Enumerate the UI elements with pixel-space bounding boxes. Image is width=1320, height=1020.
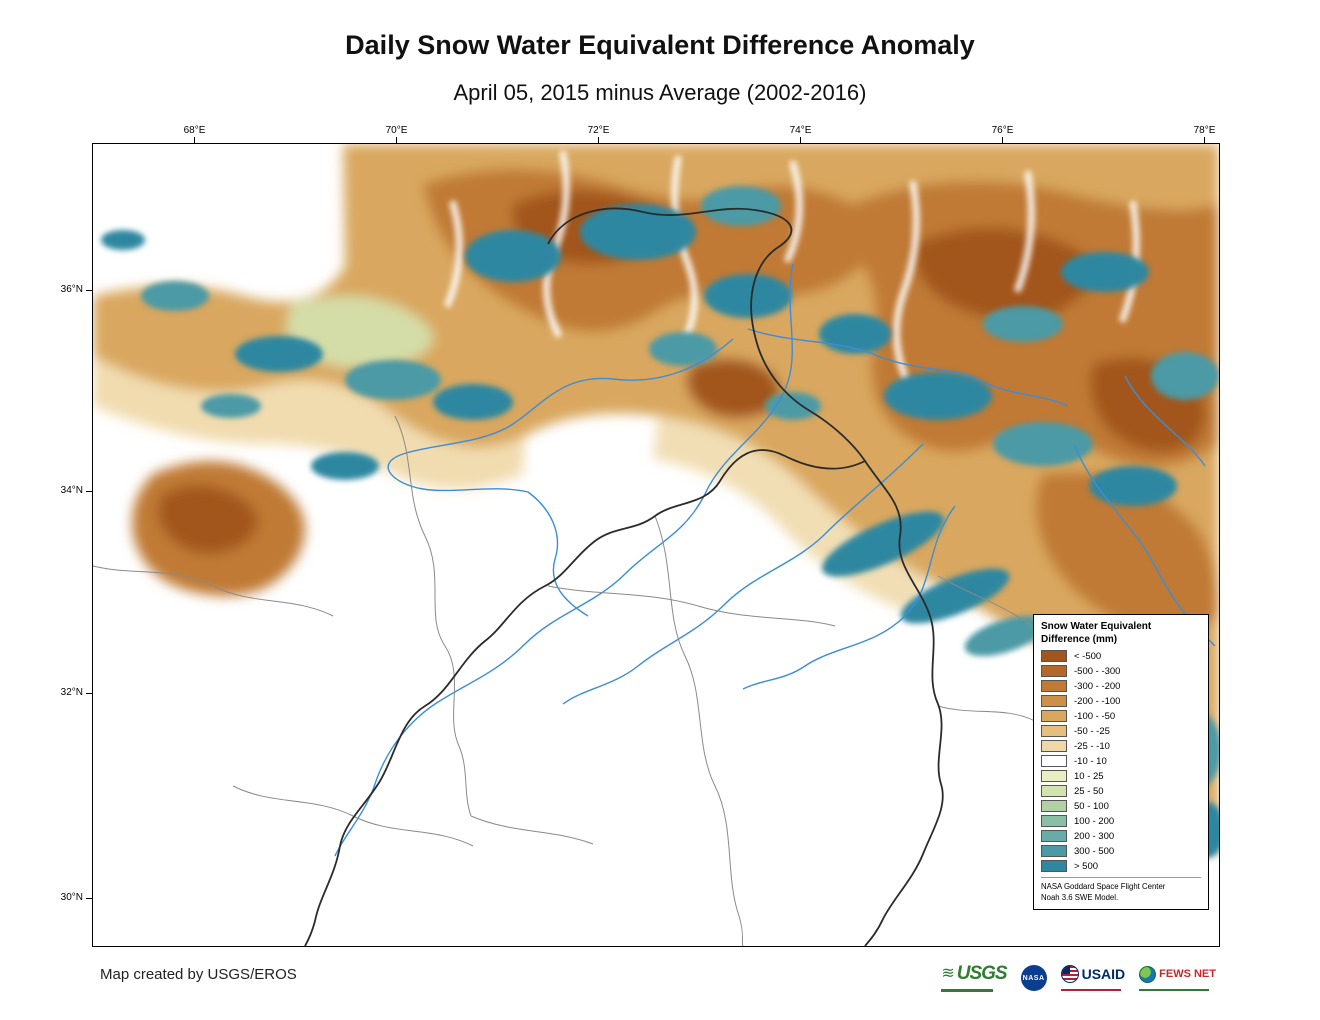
x-tick-label: 74°E [789,125,812,136]
legend-entry-label: 200 - 300 [1074,830,1115,842]
legend-swatch [1041,800,1067,812]
x-tick: 78°E [1194,125,1215,144]
map-frame: Snow Water Equivalent Difference (mm) < … [61,125,1220,947]
legend-entry: 100 - 200 [1041,815,1201,827]
y-tick: 34°N [61,485,93,496]
y-tick: 32°N [61,687,93,698]
usgs-tagline-bar [941,989,994,992]
legend-swatch [1041,815,1067,827]
usgs-logo-text: USGS [956,963,1008,984]
legend-entry-label: -25 - -10 [1074,740,1110,752]
nasa-meatball-icon: NASA [1020,965,1047,991]
x-tick: 68°E [184,125,205,144]
usaid-logo: USAID [1060,965,1126,991]
legend-entry: > 500 [1041,860,1201,872]
fewsnet-tagline-bar [1139,988,1210,991]
legend-swatch [1041,740,1067,752]
usaid-logo-text: USAID [1081,966,1126,982]
legend-entry: -50 - -25 [1041,725,1201,737]
legend-title-line1: Snow Water Equivalent [1041,621,1152,632]
legend-entry: 25 - 50 [1041,785,1201,797]
legend-entry: 10 - 25 [1041,770,1201,782]
x-tick: 76°E [992,125,1013,144]
legend-entry-label: 100 - 200 [1074,815,1115,827]
x-tick: 74°E [790,125,811,144]
fewsnet-globe-icon [1139,965,1157,983]
fewsnet-logo: FEWS NET [1139,965,1216,991]
legend-entry: 50 - 100 [1041,800,1201,812]
y-tick-label: 32°N [60,686,83,698]
legend-entry-label: > 500 [1074,860,1099,872]
legend-swatch [1041,710,1067,722]
legend-entry-label: -50 - -25 [1074,725,1110,737]
legend-entry: -10 - 10 [1041,755,1201,767]
x-tick-label: 72°E [587,125,610,136]
nasa-logo: NASA [1020,965,1047,991]
legend-swatch [1041,770,1067,782]
legend-swatch [1041,845,1067,857]
y-tick: 36°N [61,284,93,295]
fewsnet-logo-text: FEWS NET [1159,967,1216,980]
country-borders-layer [304,207,944,946]
legend-swatch [1041,665,1067,677]
legend-swatch [1041,695,1067,707]
x-tick: 72°E [588,125,609,144]
legend-entry-label: 25 - 50 [1074,785,1104,797]
legend-entry: -300 - -200 [1041,680,1201,692]
legend: Snow Water Equivalent Difference (mm) < … [1033,614,1209,911]
legend-entry-label: 300 - 500 [1074,845,1115,857]
legend-swatch [1041,650,1067,662]
legend-entry: 300 - 500 [1041,845,1201,857]
usgs-wave-icon: ≋ [941,964,955,982]
legend-title: Snow Water Equivalent Difference (mm) [1041,621,1201,646]
y-tick-label: 30°N [60,891,83,903]
legend-entry: -25 - -10 [1041,740,1201,752]
page-title: Daily Snow Water Equivalent Difference A… [345,30,975,60]
y-tick-label: 36°N [60,283,83,295]
legend-swatch [1041,680,1067,692]
legend-note-line1: NASA Goddard Space Flight Center [1041,882,1166,891]
usaid-flag-icon [1060,965,1079,983]
legend-entry: 200 - 300 [1041,830,1201,842]
page-subtitle: April 05, 2015 minus Average (2002-2016) [453,80,867,105]
legend-swatch [1041,755,1067,767]
x-tick: 70°E [386,125,407,144]
legend-entry-label: -300 - -200 [1074,680,1121,692]
x-tick-label: 70°E [385,125,408,136]
legend-entry-label: -100 - -50 [1074,710,1116,722]
legend-entry-label: 50 - 100 [1074,800,1109,812]
legend-entry-label: -500 - -300 [1074,665,1121,677]
rivers-layer [334,263,1216,857]
legend-swatch [1041,725,1067,737]
legend-entry-label: -10 - 10 [1074,755,1107,767]
legend-title-line2: Difference (mm) [1041,633,1118,645]
legend-entry: -100 - -50 [1041,710,1201,722]
x-tick-label: 76°E [991,125,1014,136]
legend-entry-label: -200 - -100 [1074,695,1121,707]
legend-entry-label: 10 - 25 [1074,770,1104,782]
legend-entry: -500 - -300 [1041,665,1201,677]
logo-strip: ≋ USGS NASA USAID FEWS NET [941,960,1216,996]
usaid-tagline-bar [1060,989,1121,991]
x-tick-label: 68°E [183,125,206,136]
y-tick-label: 34°N [60,485,83,497]
legend-swatch [1041,860,1067,872]
legend-entry: -200 - -100 [1041,695,1201,707]
legend-entry-label: < -500 [1074,650,1102,662]
legend-swatch [1041,785,1067,797]
legend-entries: < -500 -500 - -300 -300 - -200 -200 - -100 -… [1041,650,1201,872]
legend-entry: < -500 [1041,650,1201,662]
map-canvas [93,144,1219,946]
legend-swatch [1041,830,1067,842]
legend-note-line2: Noah 3.6 SWE Model. [1041,892,1119,902]
legend-note: NASA Goddard Space Flight Center Noah 3.… [1041,877,1201,903]
positive-anomaly-layer [101,186,1219,858]
x-tick-label: 78°E [1193,125,1216,136]
usgs-logo: ≋ USGS [941,963,1008,992]
y-tick: 30°N [61,892,93,903]
map-credit: Map created by USGS/EROS [100,966,297,983]
